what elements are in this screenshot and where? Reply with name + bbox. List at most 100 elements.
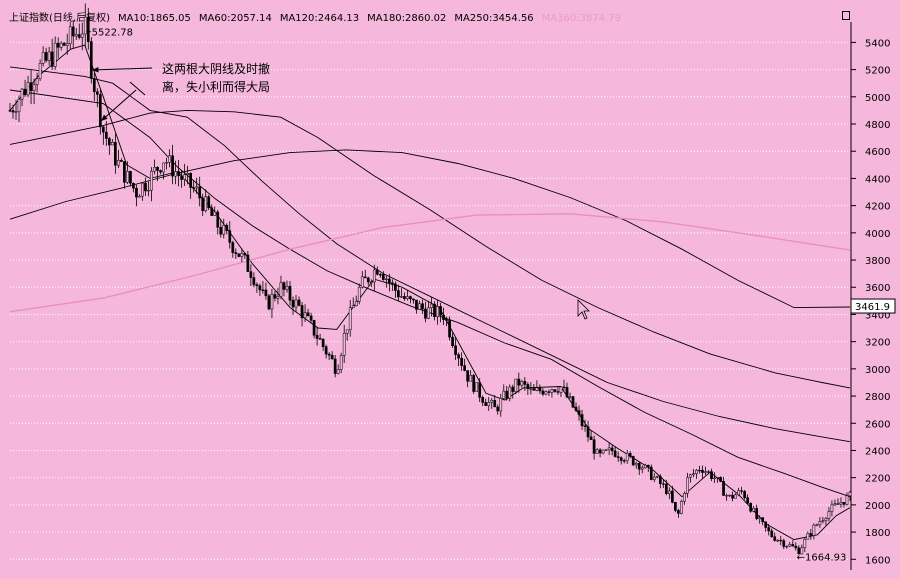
candle-up (111, 142, 114, 146)
candle-down (62, 42, 66, 46)
candle-up (520, 381, 524, 386)
candle-up (213, 211, 217, 216)
candle-down (177, 171, 180, 177)
candle-up (195, 186, 199, 189)
candle-down (637, 463, 641, 470)
candle-down (460, 357, 463, 366)
candle-up (285, 286, 289, 290)
candle-down (321, 339, 325, 347)
candle-up (568, 396, 572, 398)
candle-down (809, 533, 813, 536)
candle-down (553, 389, 557, 392)
candle-down (451, 336, 454, 347)
candle-down (309, 315, 313, 321)
candle-down (580, 414, 584, 427)
candle-down (171, 155, 174, 177)
candle-down (457, 354, 460, 359)
candle-down (120, 160, 123, 162)
candle-down (779, 539, 783, 542)
candle-up (38, 63, 42, 79)
candle-up (758, 517, 762, 519)
candle-down (56, 42, 60, 48)
candle-up (53, 42, 57, 67)
candle-down (722, 481, 725, 496)
ma-label-ma250: MA250:3454.56 (454, 13, 534, 24)
maximize-icon[interactable] (842, 11, 850, 20)
candle-down (505, 390, 509, 399)
candle-up (117, 160, 120, 166)
candle-down (764, 521, 768, 528)
y-tick-label: 2000 (865, 501, 890, 512)
candle-down (50, 51, 54, 67)
candle-up (686, 477, 689, 494)
y-tick-label: 5400 (865, 38, 890, 49)
ma-line-ma250 (9, 149, 851, 309)
y-tick-label: 3400 (865, 310, 890, 321)
y-tick-label: 4000 (865, 229, 890, 240)
candle-up (487, 402, 491, 406)
candle-down (363, 276, 367, 279)
candle-down (231, 242, 235, 253)
note-arrow-2-head (101, 114, 108, 121)
candle-up (734, 494, 737, 499)
candle-down (86, 16, 90, 42)
candle-down (273, 294, 277, 299)
candle-down (565, 387, 569, 398)
candle-down (731, 494, 734, 499)
candle-down (198, 186, 202, 199)
candle-down (219, 227, 223, 235)
y-tick-label: 5000 (865, 93, 890, 104)
candle-up (634, 463, 638, 466)
candle-down (95, 91, 99, 95)
candle-up (668, 490, 671, 494)
candle-up (830, 504, 834, 512)
candle-down (8, 110, 12, 112)
candle-down (261, 289, 265, 291)
candle-down (671, 490, 674, 503)
candle-down (743, 491, 746, 498)
candle-down (794, 545, 798, 549)
ma-label-ma60: MA60:2057.14 (198, 13, 272, 24)
candle-down (108, 138, 111, 146)
candle-down (511, 386, 515, 392)
candle-up (827, 511, 831, 519)
candle-up (803, 538, 807, 548)
candle-down (526, 384, 530, 390)
candle-up (336, 369, 340, 374)
y-tick-label: 2600 (865, 419, 890, 430)
candle-down (797, 547, 801, 555)
candle-down (622, 460, 626, 462)
candles (8, 3, 852, 555)
candle-up (707, 471, 710, 473)
candle-down (11, 110, 15, 113)
candle-down (740, 490, 743, 492)
candle-down (719, 477, 722, 482)
candle-up (279, 282, 283, 297)
candle-up (752, 508, 756, 512)
candle-down (496, 406, 500, 412)
candle-down (318, 338, 322, 340)
candle-down (556, 391, 560, 393)
candle-down (598, 449, 602, 454)
current-price-box (850, 298, 896, 314)
candle-down (773, 536, 777, 541)
candle-down (523, 381, 527, 385)
candle-down (439, 306, 442, 316)
chart-header: 上证指数(日线,后复权) MA10:1865.05 MA60:2057.14 MA12… (9, 9, 637, 24)
candle-up (41, 52, 45, 64)
candle-down (661, 483, 665, 485)
candle-up (83, 16, 87, 35)
candle-up (824, 518, 828, 521)
candle-down (264, 289, 268, 297)
candle-up (652, 476, 656, 480)
candle-up (348, 307, 352, 331)
candle-down (616, 456, 620, 458)
candle-down (282, 282, 286, 290)
candle-down (77, 34, 81, 38)
candle-up (529, 388, 533, 390)
candle-down (649, 466, 653, 480)
y-tick-label: 4600 (865, 147, 890, 158)
candle-down (29, 82, 33, 91)
candle-up (138, 195, 141, 198)
